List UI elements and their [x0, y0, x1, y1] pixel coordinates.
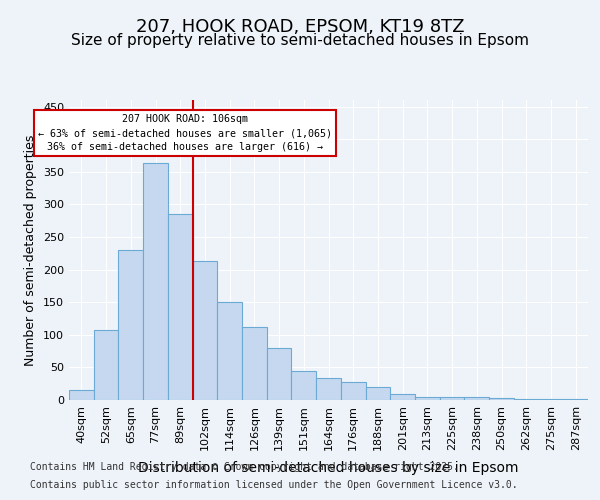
Bar — [217, 302, 242, 400]
Text: Size of property relative to semi-detached houses in Epsom: Size of property relative to semi-detach… — [71, 32, 529, 48]
Y-axis label: Number of semi-detached properties: Number of semi-detached properties — [25, 134, 37, 366]
Bar — [292, 370, 316, 400]
Text: 207 HOOK ROAD: 106sqm
← 63% of semi-detached houses are smaller (1,065)
36% of s: 207 HOOK ROAD: 106sqm ← 63% of semi-deta… — [38, 114, 332, 152]
X-axis label: Distribution of semi-detached houses by size in Epsom: Distribution of semi-detached houses by … — [138, 461, 519, 475]
Bar — [242, 327, 267, 400]
Bar — [415, 396, 440, 400]
Bar — [267, 348, 292, 400]
Bar — [118, 250, 143, 400]
Bar — [168, 214, 193, 400]
Bar — [143, 164, 168, 400]
Bar — [390, 394, 415, 400]
Bar — [365, 387, 390, 400]
Bar — [316, 378, 341, 400]
Text: Contains HM Land Registry data © Crown copyright and database right 2025.: Contains HM Land Registry data © Crown c… — [30, 462, 459, 472]
Bar — [94, 330, 118, 400]
Text: Contains public sector information licensed under the Open Government Licence v3: Contains public sector information licen… — [30, 480, 518, 490]
Bar — [440, 396, 464, 400]
Text: 207, HOOK ROAD, EPSOM, KT19 8TZ: 207, HOOK ROAD, EPSOM, KT19 8TZ — [136, 18, 464, 36]
Bar — [489, 398, 514, 400]
Bar — [193, 261, 217, 400]
Bar — [464, 396, 489, 400]
Bar — [341, 382, 365, 400]
Bar — [69, 390, 94, 400]
